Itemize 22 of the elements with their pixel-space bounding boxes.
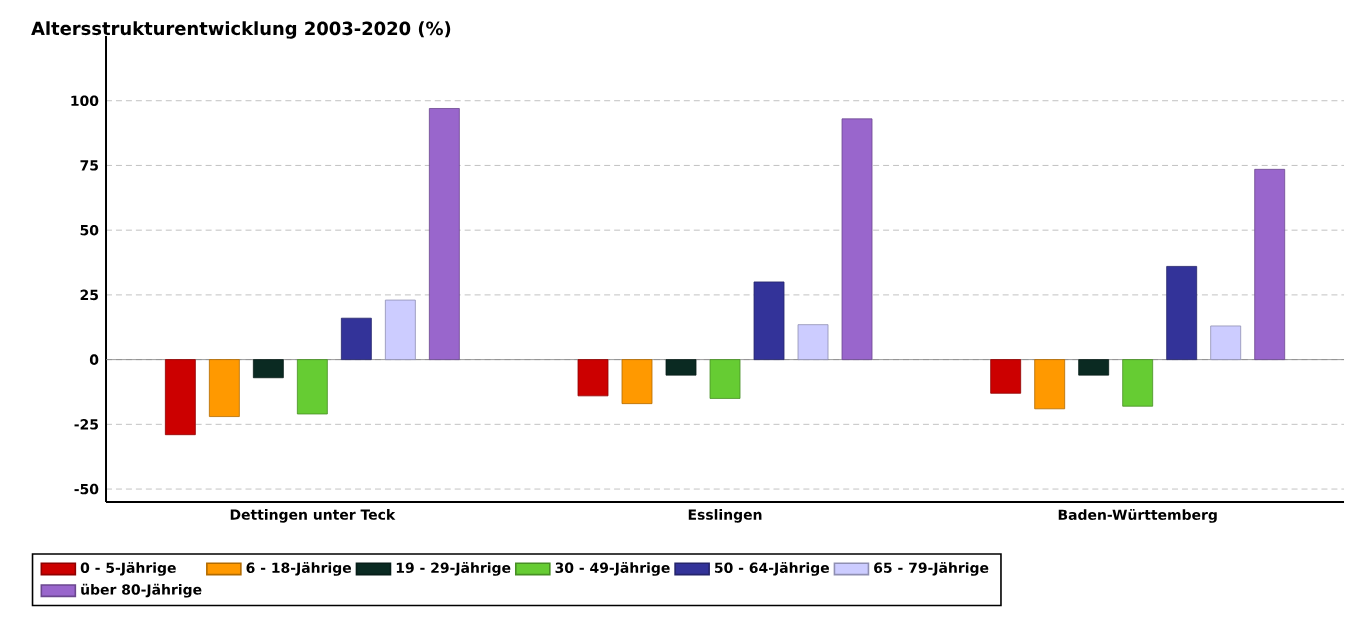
bar [990, 359, 1022, 394]
bar [384, 299, 416, 361]
bar [709, 359, 741, 399]
bar [1122, 359, 1154, 407]
bar [428, 108, 460, 361]
bar [208, 359, 240, 417]
bar [665, 359, 697, 376]
bar [1078, 359, 1110, 376]
bar [1166, 266, 1198, 361]
bar [841, 118, 873, 361]
bar [621, 359, 653, 405]
bar [1034, 359, 1066, 410]
bar [340, 317, 372, 361]
bar [1254, 168, 1286, 361]
bar [797, 324, 829, 361]
bar [252, 359, 284, 379]
bar [753, 281, 785, 361]
bar [164, 359, 196, 436]
bar [296, 359, 328, 415]
bar [1210, 325, 1242, 361]
bar [577, 359, 609, 397]
chart-title: Altersstrukturentwicklung 2003-2020 (%) [31, 21, 451, 39]
